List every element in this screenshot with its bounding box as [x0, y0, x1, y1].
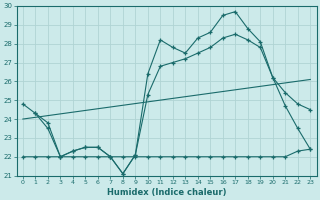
X-axis label: Humidex (Indice chaleur): Humidex (Indice chaleur) — [107, 188, 226, 197]
